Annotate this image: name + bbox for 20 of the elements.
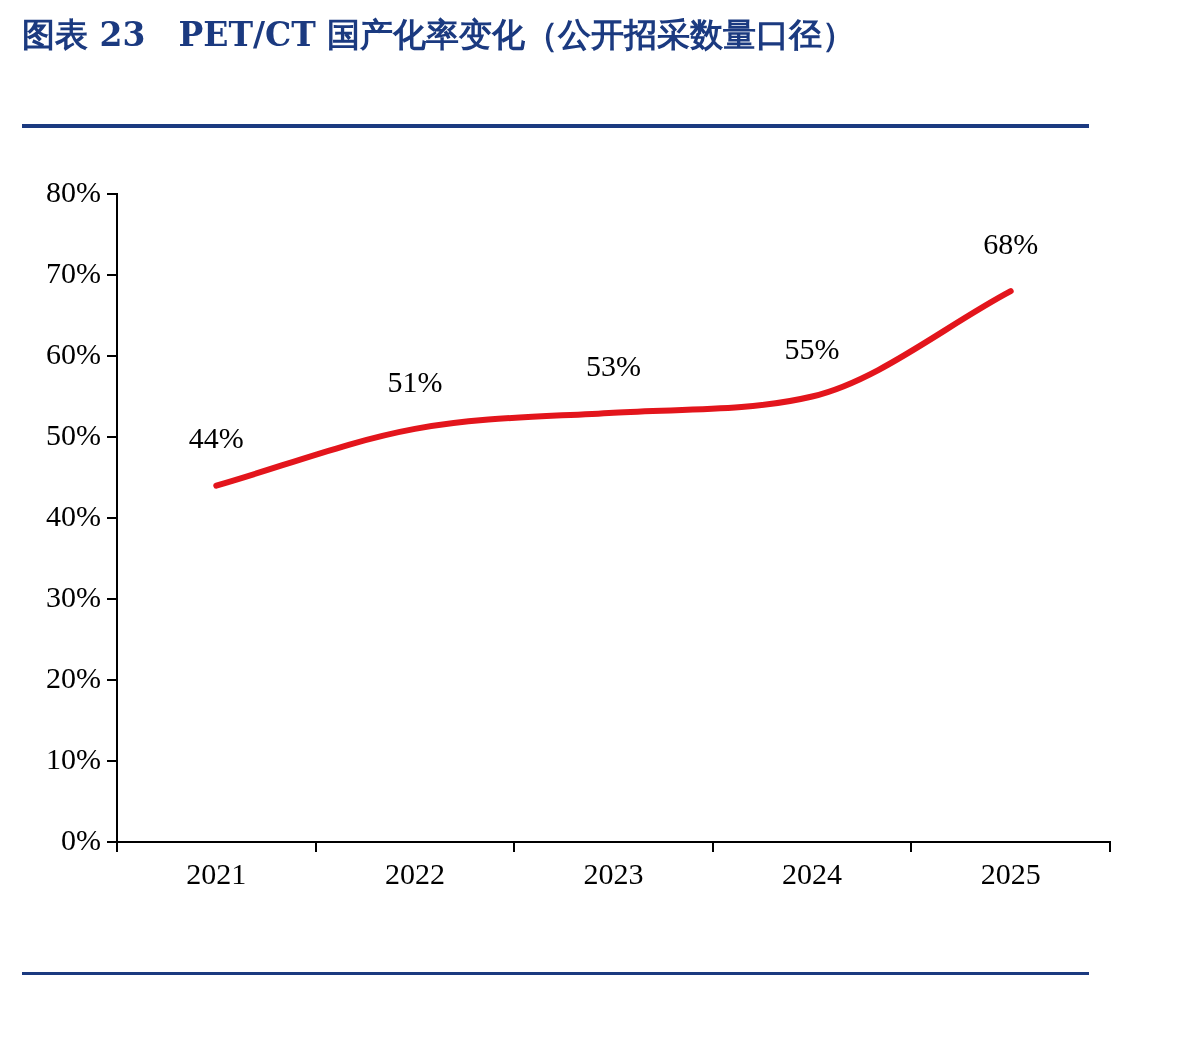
text: 51% — [387, 364, 443, 398]
y-tick-label: 70% — [45, 255, 101, 289]
y-tick-label: 10% — [45, 741, 101, 775]
text: 53% — [586, 348, 641, 382]
x-tick-label: 2023 — [583, 856, 644, 890]
y-tick-label: 40% — [45, 498, 101, 532]
text: 68% — [983, 227, 1039, 261]
y-tick-label: 80% — [45, 174, 101, 208]
y-tick-label: 0% — [60, 822, 101, 856]
x-tick-label: 2022 — [384, 856, 445, 890]
text: 44% — [188, 421, 244, 455]
y-tick-label: 20% — [45, 660, 101, 694]
chart-title: 图表 23 PET/CT 国产化率变化（公开招采数量口径） — [22, 14, 857, 56]
y-tick-label: 50% — [45, 417, 101, 451]
y-tick-label: 60% — [45, 336, 101, 370]
x-tick-label: 2024 — [782, 856, 843, 890]
x-tick-label: 2021 — [186, 856, 247, 890]
text: 55% — [784, 332, 840, 366]
x-tick-label: 2025 — [980, 856, 1041, 890]
y-tick-label: 30% — [45, 579, 101, 613]
